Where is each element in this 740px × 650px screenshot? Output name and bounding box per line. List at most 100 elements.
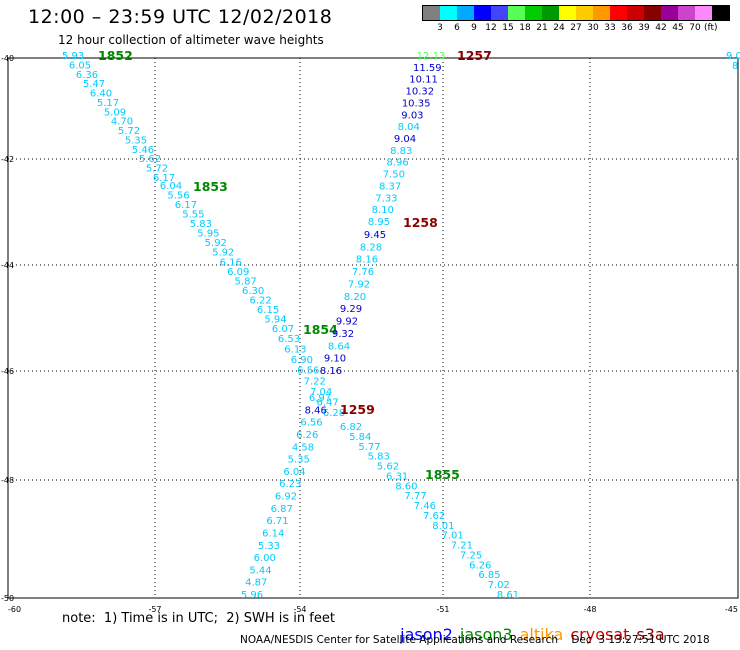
wave-height-value: 10.35 [402, 98, 431, 109]
wave-height-value: 7.92 [348, 279, 370, 290]
wave-height-value: 6.87 [271, 504, 293, 515]
wave-height-value: 6.40 [90, 89, 112, 100]
color-scale-swatch [508, 6, 525, 20]
wave-height-value: 7.21 [451, 541, 473, 552]
wave-height-value: 6.00 [254, 553, 276, 564]
lat-label: -48 [1, 476, 14, 485]
wave-height-value: 4.70 [111, 117, 133, 128]
wave-height-value: 7.46 [414, 501, 436, 512]
wave-height-value: 5.62 [139, 154, 161, 165]
wave-height-value: 8.20 [344, 292, 366, 303]
lon-label: -57 [148, 605, 161, 614]
pass-time-label: 1257 [457, 48, 492, 63]
color-scale-label: 70 [689, 23, 701, 33]
color-scale-swatch [593, 6, 610, 20]
map-frame [7, 57, 739, 599]
legend-jason2: jason2 [400, 625, 453, 644]
satellite-legend: jason2 jason3 altika cryosat s3a [390, 606, 672, 644]
color-scale-label: 24 [553, 23, 565, 33]
color-scale-label: 27 [570, 23, 582, 33]
legend-s3a: s3a [636, 625, 665, 644]
wave-height-value: 4.58 [292, 442, 314, 453]
wave-height-value: 6.04 [283, 467, 305, 478]
wave-height-value: 5.56 [167, 191, 189, 202]
wave-height-value: 6.17 [175, 200, 197, 211]
wave-height-value: 6.71 [266, 516, 288, 527]
color-scale-label: 18 [519, 23, 531, 33]
wave-height-value: 6.56 [297, 366, 319, 377]
wave-height-value: 9.29 [340, 304, 362, 315]
color-scale-swatch [644, 6, 661, 20]
wave-height-value: 6.90 [291, 355, 313, 366]
wave-height-value: 8.61 [497, 590, 519, 601]
color-scale-swatch [576, 6, 593, 20]
color-scale-label: 30 [587, 23, 599, 33]
wave-height-value: 12.13 [417, 51, 446, 62]
wave-height-value: 7.77 [405, 491, 427, 502]
credit-footer: NOAA/NESDIS Center for Satellite Applica… [240, 634, 710, 646]
wave-height-value: 5.35 [288, 455, 310, 466]
wave-height-value: 5.55 [182, 210, 204, 221]
wave-height-value: 9.45 [364, 230, 386, 241]
wave-height-value: 8.37 [379, 181, 401, 192]
wave-height-value: 9.92 [336, 317, 358, 328]
pass-time-label: 1853 [193, 179, 228, 194]
wave-height-value: 4.87 [245, 578, 267, 589]
wave-height-value: 5.94 [264, 314, 286, 325]
color-scale-label: 6 [454, 23, 460, 33]
wave-height-value: 6.85 [478, 570, 500, 581]
wave-height-value: 6.31 [386, 471, 408, 482]
wave-height-value: 6.56 [300, 418, 322, 429]
wave-height-value: 9.32 [332, 329, 354, 340]
pass-time-label: 1852 [98, 48, 133, 63]
wave-height-value: 5.83 [190, 219, 212, 230]
wave-height-value: 11.59 [413, 63, 442, 74]
wave-height-value: 9.03 [401, 110, 423, 121]
wave-height-value: 6.28 [323, 408, 345, 419]
wave-height-value: 5.33 [258, 541, 280, 552]
color-scale-label: 45 [672, 23, 684, 33]
wave-height-value: 8.46 [305, 405, 327, 416]
color-scale-swatch [474, 6, 491, 20]
wave-height-value: 5.44 [249, 565, 271, 576]
legend-cryosat: cryosat [570, 625, 630, 644]
wave-height-value: 5.83 [368, 452, 390, 463]
lon-label: -54 [293, 605, 306, 614]
wave-height-value: 5.77 [358, 442, 380, 453]
pass-time-label: 1855 [425, 467, 460, 482]
wave-height-value: 6.22 [249, 295, 271, 306]
color-scale-swatch [525, 6, 542, 20]
color-scale-label: 3 [437, 23, 443, 33]
lat-label: -46 [1, 367, 14, 376]
legend-jason3: jason3 [459, 625, 513, 644]
wave-height-value: 5.62 [377, 462, 399, 473]
wave-height-value: 7.62 [423, 511, 445, 522]
wave-height-value: 9.0 [726, 51, 740, 62]
wave-height-value: 6.82 [340, 422, 362, 433]
wave-height-value: 8.83 [390, 146, 412, 157]
color-scale-label: 21 [536, 23, 548, 33]
color-scale-swatch [678, 6, 695, 20]
wave-height-value: 8 [732, 61, 738, 72]
wave-height-value: 6.36 [76, 70, 98, 81]
color-scale-swatch [695, 6, 712, 20]
wave-height-value: 7.04 [310, 387, 332, 398]
map-title: 12:00 – 23:59 UTC 12/02/2018 [28, 6, 333, 28]
wave-height-value: 5.72 [118, 126, 140, 137]
color-scale-unit: (ft) [704, 23, 718, 33]
wave-height-value: 5.72 [146, 164, 168, 175]
wave-height-value: 5.96 [241, 590, 263, 601]
color-scale-label: 15 [502, 23, 514, 33]
color-scale-label: 9 [471, 23, 477, 33]
wave-height-value: 8.28 [360, 242, 382, 253]
color-scale-swatch [423, 6, 440, 20]
units-note: note: 1) Time is in UTC; 2) SWH is in fe… [62, 611, 335, 626]
wave-height-value: 8.96 [386, 158, 408, 169]
wave-height-value: 8.01 [432, 521, 454, 532]
pass-time-label: 1259 [340, 402, 375, 417]
pass-time-label: 1854 [303, 322, 338, 337]
lon-label: -48 [583, 605, 596, 614]
color-scale-swatch [712, 6, 729, 20]
wave-height-value: 10.11 [409, 75, 438, 86]
color-scale-swatch [542, 6, 559, 20]
